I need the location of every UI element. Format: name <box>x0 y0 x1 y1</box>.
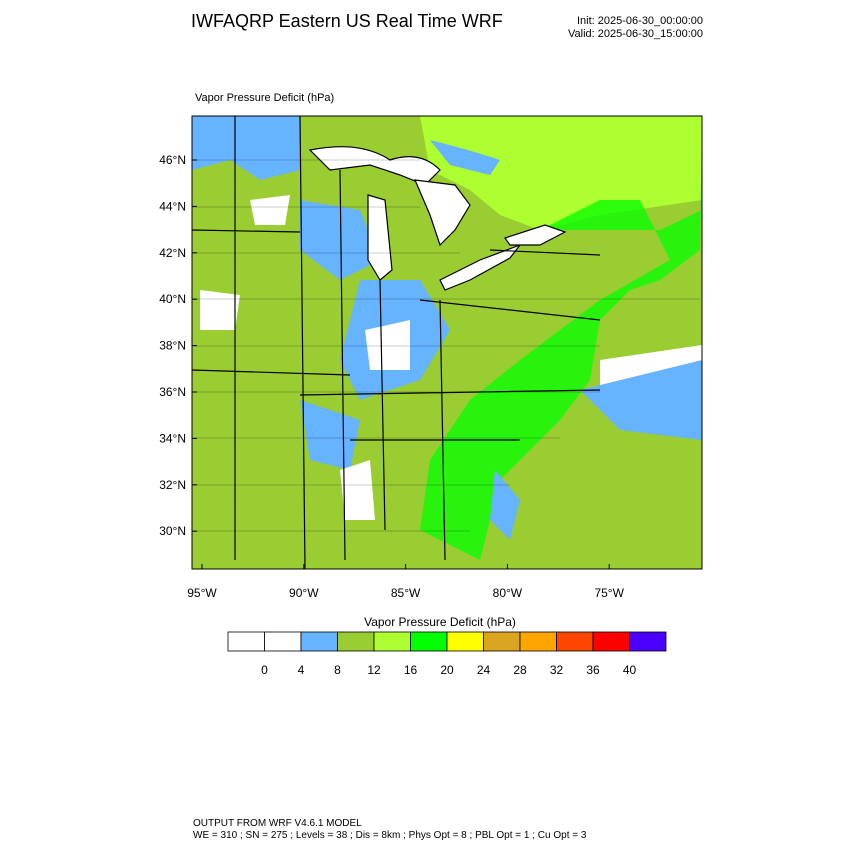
graticule <box>192 159 700 532</box>
colorbar-label: 12 <box>367 663 381 677</box>
map-label: Vapor Pressure Deficit (hPa) <box>195 92 334 104</box>
colorbar-title: Vapor Pressure Deficit (hPa) <box>364 615 516 629</box>
colorbar-label: 32 <box>550 663 564 677</box>
axis-labels: 46°N 44°N 42°N 40°N 38°N 36°N 34°N 32°N 30°N 95°W… <box>159 153 624 600</box>
white-patch <box>200 290 240 330</box>
colorbar-box <box>300 631 338 652</box>
colorbar-box <box>337 631 375 652</box>
colorbar-label: 28 <box>513 663 527 677</box>
lat-label: 32°N <box>159 478 186 492</box>
colorbar-box <box>556 631 594 652</box>
lat-label: 36°N <box>159 385 186 399</box>
lake-huron <box>414 179 471 247</box>
lake-erie <box>439 243 522 291</box>
lat-label: 44°N <box>159 199 186 213</box>
lat-label: 46°N <box>159 153 186 167</box>
lon-label: 75°W <box>594 586 624 600</box>
white-patch <box>340 460 375 520</box>
lon-label: 80°W <box>493 586 523 600</box>
white-patch <box>365 320 410 370</box>
lat-label: 42°N <box>159 246 186 260</box>
colorbar: 0 4 8 12 16 20 24 28 32 36 40 <box>227 631 667 677</box>
ocean-blue <box>490 470 520 540</box>
map <box>192 116 702 569</box>
colorbar-label: 0 <box>261 663 268 677</box>
lon-label: 85°W <box>391 586 421 600</box>
blue-patch <box>192 116 300 180</box>
colorbar-box <box>373 631 411 652</box>
colorbar-label: 40 <box>623 663 637 677</box>
colorbar-box <box>264 631 302 652</box>
colorbar-box <box>227 631 265 652</box>
state-borders <box>192 116 601 569</box>
blue-patch <box>300 400 360 470</box>
colorbar-label: 24 <box>477 663 491 677</box>
lake-ontario <box>504 224 567 246</box>
blue-patch <box>300 200 380 280</box>
lake-michigan <box>367 194 393 281</box>
colorbar-box <box>519 631 557 652</box>
colorbar-label: 4 <box>298 663 305 677</box>
footer-line: OUTPUT FROM WRF V4.6.1 MODEL <box>193 818 362 829</box>
title: IWFAQRP Eastern US Real Time WRF <box>191 11 503 31</box>
valid-time: Valid: 2025-06-30_15:00:00 <box>568 28 703 40</box>
lat-label: 34°N <box>159 431 186 445</box>
colorbar-label: 36 <box>586 663 600 677</box>
colorbar-label: 16 <box>404 663 418 677</box>
colorbar-box <box>592 631 630 652</box>
lat-label: 38°N <box>159 339 186 353</box>
lat-label: 30°N <box>159 524 186 538</box>
blue-patch <box>430 140 500 175</box>
init-time: Init: 2025-06-30_00:00:00 <box>577 15 703 27</box>
colorbar-box <box>446 631 484 652</box>
map-frame <box>191 115 703 570</box>
lat-label: 40°N <box>159 292 186 306</box>
colorbar-label: 20 <box>440 663 454 677</box>
ocean-blue <box>580 360 702 440</box>
lon-label: 95°W <box>187 586 217 600</box>
colorbar-box <box>629 631 667 652</box>
colorbar-box <box>483 631 521 652</box>
footer-line: WE = 310 ; SN = 275 ; Levels = 38 ; Dis … <box>193 830 587 841</box>
colorbar-label: 8 <box>334 663 341 677</box>
lake-superior <box>308 146 441 186</box>
white-patch <box>250 195 290 225</box>
high-vpd <box>420 116 702 560</box>
colorbar-box <box>410 631 448 652</box>
lon-label: 90°W <box>289 586 319 600</box>
